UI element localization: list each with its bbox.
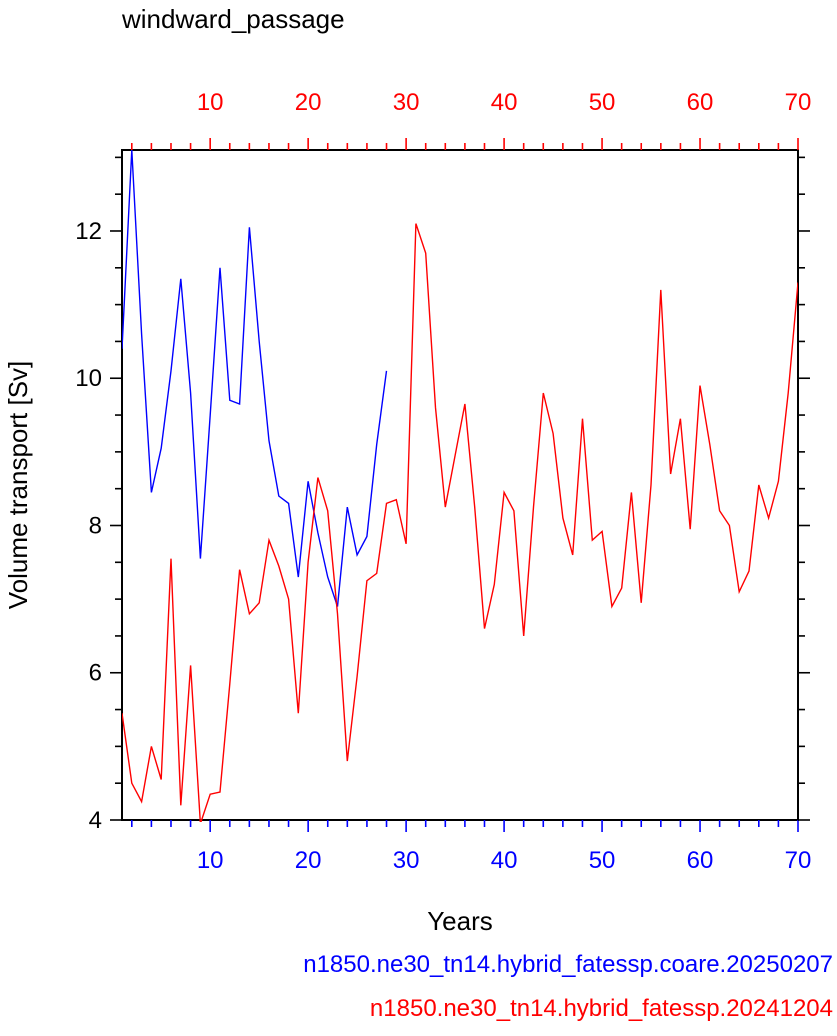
- y-tick-label: 6: [89, 660, 102, 687]
- chart-title: windward_passage: [122, 4, 345, 34]
- y-tick-label: 4: [89, 807, 102, 834]
- y-tick-label: 12: [75, 218, 102, 245]
- y-tick-label: 8: [89, 512, 102, 539]
- x-tick-label-bottom: 20: [295, 847, 322, 874]
- x-tick-label-bottom: 60: [687, 847, 714, 874]
- legend-series-1: n1850.ne30_tn14.hybrid_fatessp.coare.202…: [303, 951, 833, 978]
- x-tick-label-bottom: 40: [491, 847, 518, 874]
- x-tick-label-top: 70: [785, 89, 812, 116]
- legend-series-2: n1850.ne30_tn14.hybrid_fatessp.20241204: [369, 995, 833, 1022]
- plot-frame: [121, 149, 799, 821]
- x-tick-label-bottom: 10: [197, 847, 224, 874]
- x-tick-label-top: 30: [393, 89, 420, 116]
- x-tick-label-bottom: 50: [589, 847, 616, 874]
- x-tick-label-top: 50: [589, 89, 616, 116]
- x-tick-label-bottom: 30: [393, 847, 420, 874]
- series-line-2: [122, 223, 798, 822]
- x-tick-label-top: 60: [687, 89, 714, 116]
- x-tick-label-top: 40: [491, 89, 518, 116]
- x-tick-label-top: 10: [197, 89, 224, 116]
- y-tick-label: 10: [75, 365, 102, 392]
- series-line-1: [122, 149, 388, 607]
- x-tick-label-bottom: 70: [785, 847, 812, 874]
- y-axis-label: Volume transport [Sv]: [3, 361, 33, 610]
- x-tick-label-top: 20: [295, 89, 322, 116]
- x-axis-label: Years: [427, 906, 493, 936]
